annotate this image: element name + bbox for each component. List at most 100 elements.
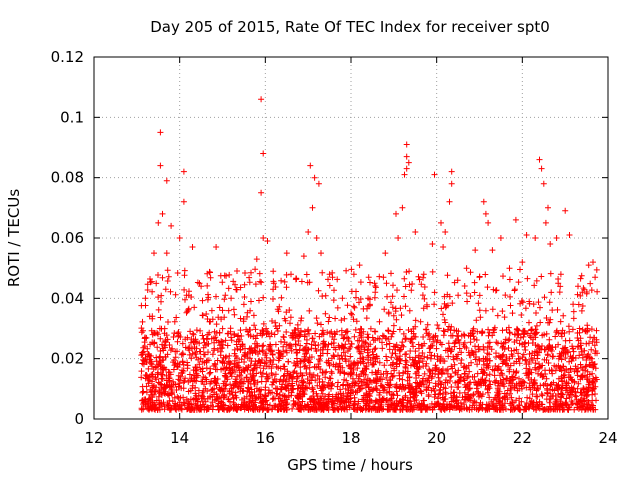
data-point xyxy=(396,375,403,382)
data-point xyxy=(322,292,329,299)
y-axis-label: ROTI / TECUs xyxy=(5,189,23,287)
data-point xyxy=(323,368,330,375)
data-point xyxy=(467,269,474,276)
y-tick-label: 0.1 xyxy=(60,108,84,126)
data-point xyxy=(312,342,319,349)
data-point xyxy=(174,338,181,345)
data-point xyxy=(200,344,207,351)
data-point xyxy=(314,320,321,327)
data-point xyxy=(242,270,248,276)
data-point xyxy=(247,392,254,399)
x-axis-label: GPS time / hours xyxy=(287,456,413,474)
data-point xyxy=(204,282,211,289)
data-point xyxy=(298,278,305,285)
data-point xyxy=(212,334,219,341)
data-point xyxy=(365,274,372,281)
data-point xyxy=(189,244,196,250)
data-point xyxy=(489,306,496,313)
data-point xyxy=(250,366,257,373)
data-point xyxy=(513,397,520,404)
data-point xyxy=(472,247,479,254)
data-point xyxy=(230,395,237,402)
data-point xyxy=(524,394,531,401)
data-point xyxy=(427,355,434,362)
data-point xyxy=(480,198,487,205)
data-point xyxy=(372,289,379,296)
data-point xyxy=(403,165,410,172)
data-point xyxy=(258,279,265,286)
data-point xyxy=(476,274,483,281)
data-point xyxy=(546,336,553,343)
x-tick-label: 16 xyxy=(256,429,275,447)
data-point xyxy=(412,229,419,235)
data-point xyxy=(372,345,379,352)
data-point xyxy=(436,387,443,394)
data-point xyxy=(429,373,436,380)
data-point xyxy=(353,294,359,301)
data-point xyxy=(406,268,413,275)
data-point xyxy=(207,365,214,372)
data-point xyxy=(393,210,399,217)
data-point xyxy=(281,278,288,285)
data-point xyxy=(542,219,549,226)
data-point xyxy=(251,322,258,329)
data-point xyxy=(338,317,345,324)
data-point xyxy=(574,330,581,336)
data-point xyxy=(440,311,446,318)
data-point xyxy=(461,283,468,289)
data-point xyxy=(421,284,428,290)
data-point xyxy=(463,265,470,272)
data-point xyxy=(250,312,257,319)
data-point xyxy=(184,362,191,369)
data-point xyxy=(203,311,210,317)
data-point xyxy=(231,311,238,318)
data-point xyxy=(170,366,177,373)
data-point xyxy=(331,287,337,294)
x-tick-label: 12 xyxy=(84,429,103,447)
data-point xyxy=(382,250,389,257)
data-point xyxy=(199,332,206,339)
data-point xyxy=(405,159,412,166)
data-point xyxy=(552,333,559,340)
data-point xyxy=(486,371,493,378)
data-point xyxy=(354,337,361,344)
data-point xyxy=(517,334,524,341)
data-point xyxy=(350,303,357,310)
data-point xyxy=(224,342,231,349)
data-point xyxy=(158,292,165,299)
data-point xyxy=(306,307,313,314)
data-point xyxy=(485,326,492,333)
data-point xyxy=(479,329,486,336)
data-point xyxy=(511,286,518,293)
data-point xyxy=(371,280,378,287)
data-point xyxy=(367,279,373,286)
data-point xyxy=(138,368,145,375)
data-point xyxy=(233,394,240,401)
data-point xyxy=(482,210,489,217)
x-tick-label: 20 xyxy=(427,429,446,447)
data-point xyxy=(578,272,585,279)
data-point xyxy=(234,268,240,274)
data-point xyxy=(216,304,223,311)
data-point xyxy=(287,314,294,321)
data-point xyxy=(512,216,519,223)
data-point xyxy=(209,386,216,393)
data-point xyxy=(324,350,331,357)
data-point xyxy=(476,292,483,299)
data-point xyxy=(518,312,525,318)
data-point xyxy=(466,368,473,375)
data-point xyxy=(489,247,496,254)
data-point xyxy=(513,346,520,353)
data-point xyxy=(571,406,578,413)
data-point xyxy=(471,279,478,286)
data-point xyxy=(205,340,212,347)
data-point xyxy=(475,300,482,307)
data-point xyxy=(363,315,370,322)
data-point xyxy=(155,393,162,400)
data-point xyxy=(138,406,145,413)
data-point xyxy=(337,370,344,376)
data-point xyxy=(384,293,391,300)
data-point xyxy=(216,329,223,336)
data-point xyxy=(360,305,367,312)
data-point xyxy=(249,367,256,374)
